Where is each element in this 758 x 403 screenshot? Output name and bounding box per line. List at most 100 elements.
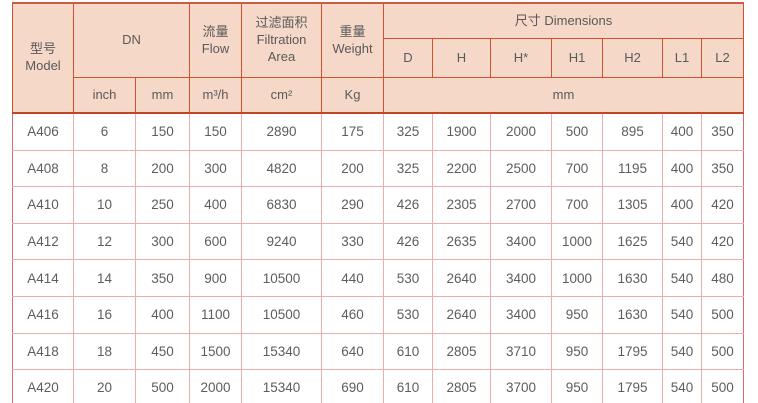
cell-dim-d: 325 xyxy=(383,149,433,188)
cell-dim-l1: 540 xyxy=(662,222,702,261)
unit-dn-mm: mm xyxy=(135,77,190,114)
header-flow-en: Flow xyxy=(201,40,230,56)
spec-table: 型号 Model DN 流量 Flow 过滤面积 Filtration Area… xyxy=(12,2,745,403)
header-dim-l1: L1 xyxy=(662,38,702,78)
cell-area: 15340 xyxy=(241,332,322,371)
header-model: 型号 Model xyxy=(12,2,74,114)
header-weight: 重量 Weight xyxy=(321,2,384,78)
cell-dim-h1: 1000 xyxy=(551,222,603,261)
table-row: A414 14 350 900 10500 440 530 2640 3400 … xyxy=(12,259,745,297)
cell-dim-l1: 400 xyxy=(662,112,702,151)
cell-dim-h1: 950 xyxy=(551,295,603,334)
cell-dim-l2: 420 xyxy=(700,222,745,261)
cell-weight: 640 xyxy=(321,332,384,371)
header-weight-zh: 重量 xyxy=(339,23,366,39)
cell-dim-d: 426 xyxy=(383,222,433,261)
header-dim-l2: L2 xyxy=(700,38,745,78)
header-filtration-en1: Filtration xyxy=(256,32,307,48)
cell-dn-mm: 200 xyxy=(135,149,190,188)
cell-dn-inch: 14 xyxy=(73,259,136,297)
cell-dim-l2: 500 xyxy=(700,332,745,371)
cell-dim-h2: 1630 xyxy=(602,259,663,297)
cell-area: 2890 xyxy=(241,112,322,151)
cell-weight: 440 xyxy=(321,259,384,297)
cell-weight: 200 xyxy=(321,149,384,188)
cell-dim-d: 530 xyxy=(383,295,433,334)
cell-weight: 175 xyxy=(321,112,384,151)
cell-dn-mm: 400 xyxy=(135,295,190,334)
cell-dim-h2: 1305 xyxy=(602,186,663,224)
cell-dim-l2: 500 xyxy=(700,369,745,403)
cell-dim-h1: 700 xyxy=(551,149,603,188)
header-dim-d: D xyxy=(383,38,433,78)
cell-dn-inch: 20 xyxy=(73,369,136,403)
cell-weight: 690 xyxy=(321,369,384,403)
cell-dim-hstar: 2000 xyxy=(490,112,552,151)
cell-weight: 460 xyxy=(321,295,384,334)
cell-dim-h: 2805 xyxy=(432,332,491,371)
cell-dim-h1: 950 xyxy=(551,369,603,403)
cell-dn-inch: 18 xyxy=(73,332,136,371)
cell-dn-inch: 8 xyxy=(73,149,136,188)
cell-dim-h: 1900 xyxy=(432,112,491,151)
header-dn: DN xyxy=(73,2,190,78)
cell-model: A414 xyxy=(12,259,74,297)
header-model-zh: 型号 xyxy=(29,41,56,57)
header-weight-en: Weight xyxy=(332,40,373,56)
header-dim-h2: H2 xyxy=(602,38,663,78)
cell-area: 10500 xyxy=(241,295,322,334)
cell-dim-l2: 420 xyxy=(700,186,745,224)
cell-weight: 290 xyxy=(321,186,384,224)
unit-dims-mm: mm xyxy=(382,77,745,114)
header-filtration-area: 过滤面积 Filtration Area xyxy=(241,2,322,78)
cell-dn-inch: 10 xyxy=(73,186,136,224)
header-model-en: Model xyxy=(25,58,61,73)
cell-flow: 1100 xyxy=(189,295,242,334)
cell-dn-mm: 450 xyxy=(135,332,190,371)
header-dim-h1: H1 xyxy=(551,38,603,78)
cell-dim-l1: 540 xyxy=(662,295,702,334)
cell-dim-h2: 1625 xyxy=(602,222,663,261)
header-filtration-zh: 过滤面积 xyxy=(255,15,308,31)
cell-dim-h: 2635 xyxy=(432,222,491,261)
cell-dim-hstar: 2700 xyxy=(490,186,552,224)
cell-flow: 1500 xyxy=(189,332,242,371)
cell-dn-mm: 300 xyxy=(135,222,190,261)
cell-dim-h: 2640 xyxy=(432,259,491,297)
cell-dim-hstar: 3710 xyxy=(490,332,552,371)
cell-dim-h2: 895 xyxy=(602,112,663,151)
cell-dn-inch: 6 xyxy=(73,112,136,151)
cell-dim-h1: 500 xyxy=(551,112,603,151)
cell-dim-l2: 500 xyxy=(700,295,745,334)
cell-weight: 330 xyxy=(321,222,384,261)
header-flow-zh: 流量 xyxy=(202,23,229,39)
cell-dim-h2: 1795 xyxy=(602,369,663,403)
header-flow: 流量 Flow xyxy=(189,2,242,78)
table-row: A406 6 150 150 2890 175 325 1900 2000 50… xyxy=(12,112,745,151)
cell-dn-mm: 150 xyxy=(135,112,190,151)
cell-dim-d: 426 xyxy=(383,186,433,224)
cell-dim-h1: 950 xyxy=(551,332,603,371)
cell-flow: 600 xyxy=(189,222,242,261)
cell-area: 15340 xyxy=(241,369,322,403)
cell-dim-l2: 350 xyxy=(700,112,745,151)
cell-flow: 150 xyxy=(189,112,242,151)
cell-dim-d: 610 xyxy=(383,369,433,403)
cell-dim-h2: 1795 xyxy=(602,332,663,371)
cell-dim-l2: 480 xyxy=(700,259,745,297)
table-row: A412 12 300 600 9240 330 426 2635 3400 1… xyxy=(12,222,745,261)
cell-dim-hstar: 3400 xyxy=(490,259,552,297)
cell-dim-h: 2640 xyxy=(432,295,491,334)
cell-dn-inch: 12 xyxy=(73,222,136,261)
cell-flow: 300 xyxy=(189,149,242,188)
cell-dim-l1: 400 xyxy=(662,149,702,188)
table-row: A420 20 500 2000 15340 690 610 2805 3700… xyxy=(12,369,745,403)
cell-model: A418 xyxy=(12,332,74,371)
cell-dim-d: 610 xyxy=(383,332,433,371)
cell-model: A408 xyxy=(12,149,74,188)
cell-model: A410 xyxy=(12,186,74,224)
header-row-units: inch mm m³/h cm² Kg mm xyxy=(13,77,745,114)
cell-model: A416 xyxy=(12,295,74,334)
unit-weight: Kg xyxy=(321,77,384,114)
